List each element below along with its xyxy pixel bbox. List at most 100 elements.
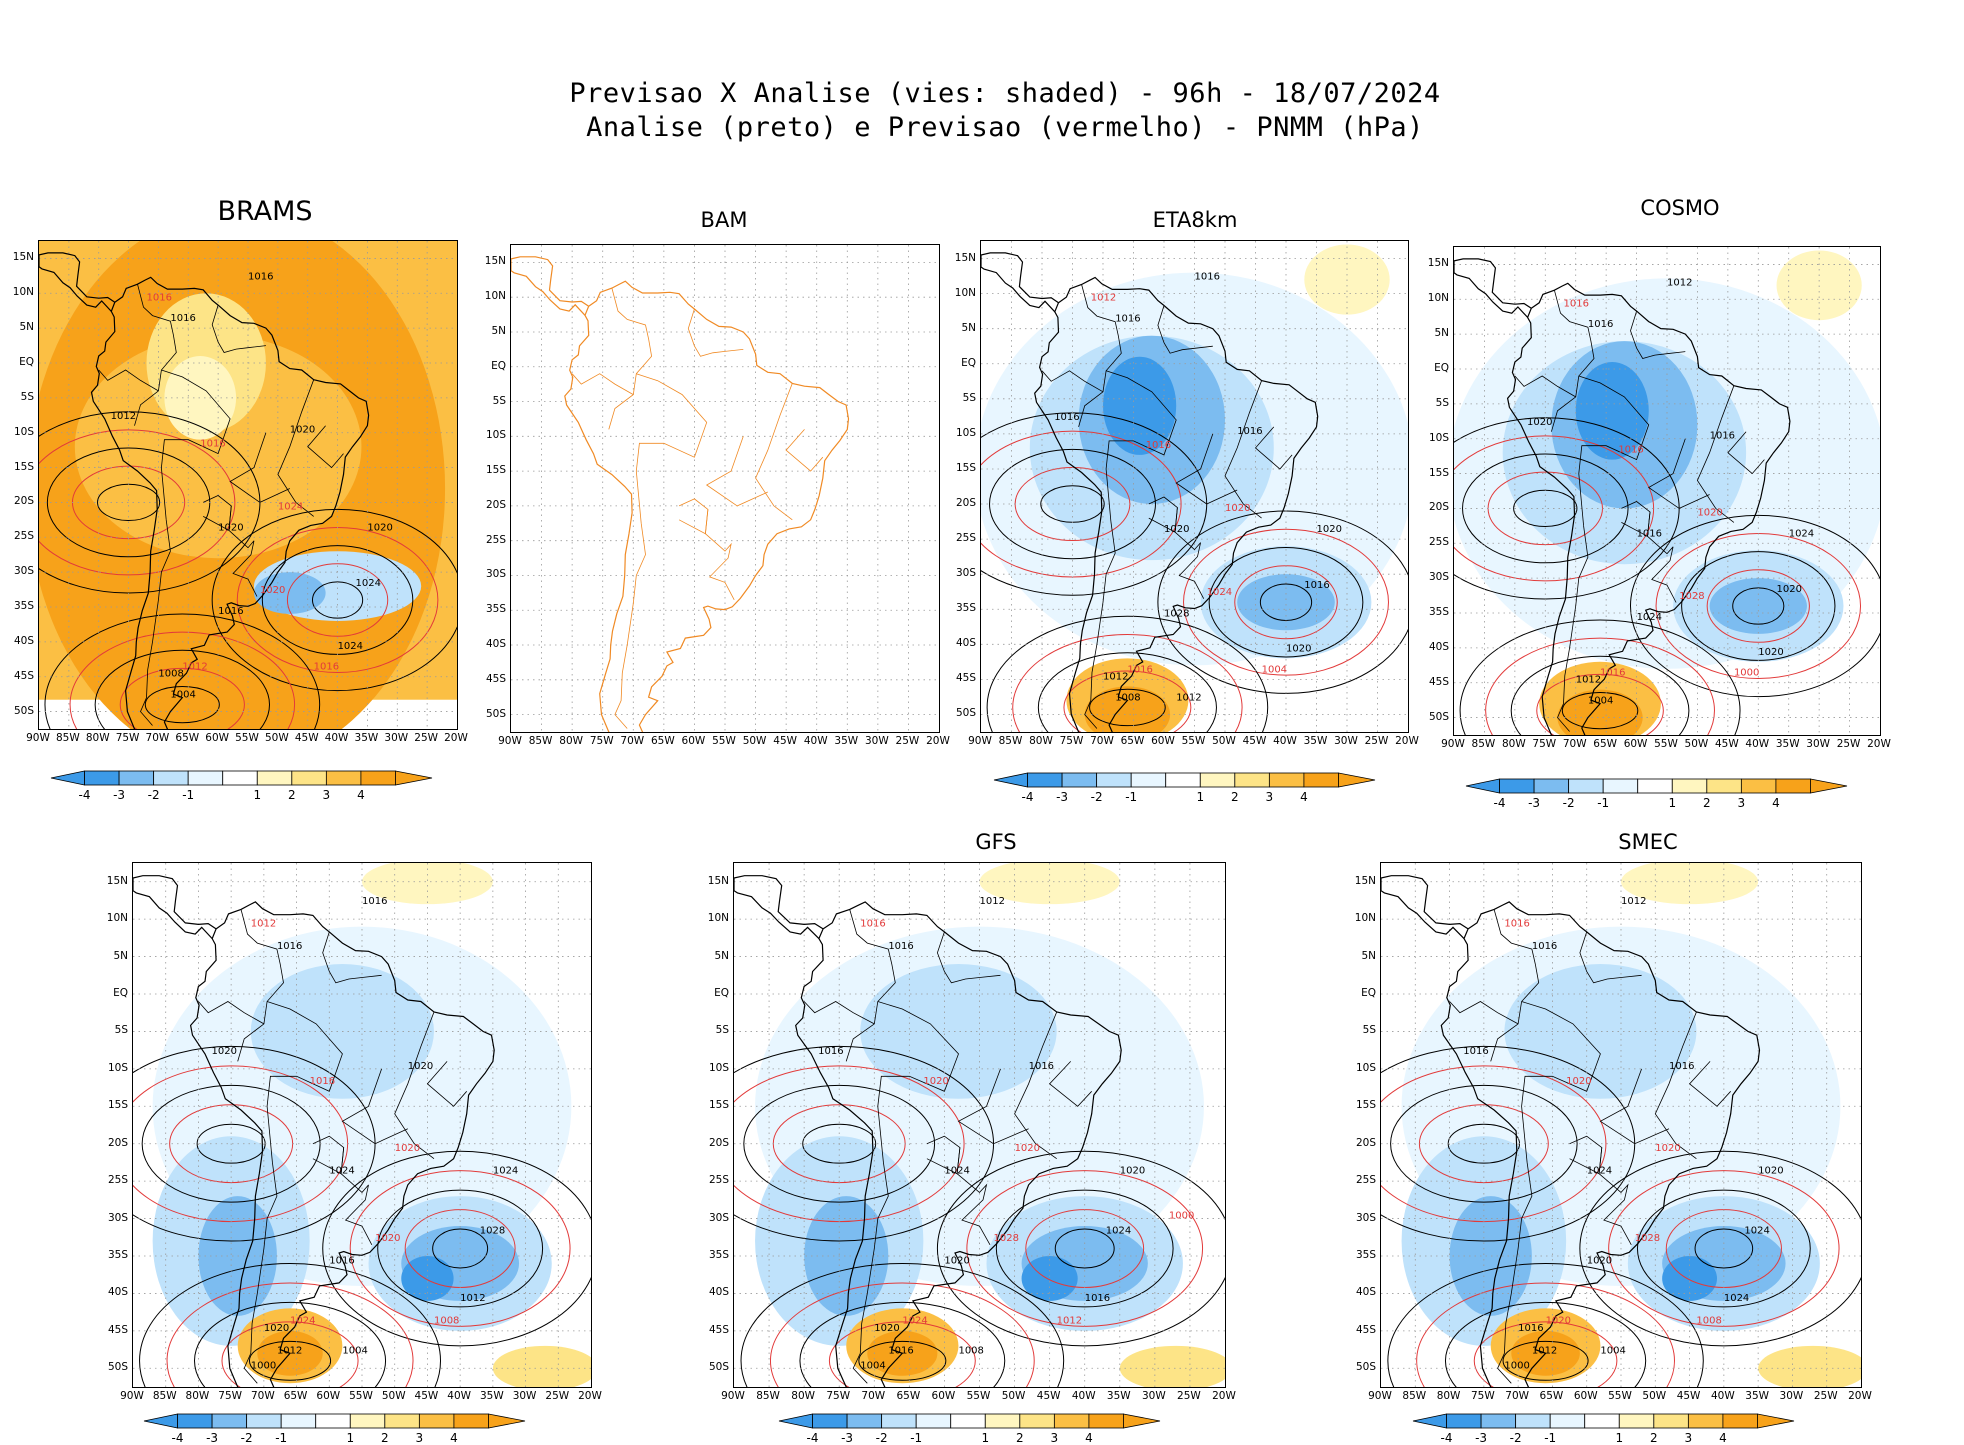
- forecast-isobar: [1473, 1321, 1618, 1387]
- colorbar-swatch: [1722, 1413, 1758, 1429]
- lat-tick-label: 15S: [955, 461, 976, 474]
- country-border: [926, 1135, 961, 1175]
- smec-title: SMEC: [1618, 830, 1678, 854]
- lat-tick-label: 15N: [12, 251, 34, 264]
- colorbar-swatch: [256, 770, 293, 786]
- lon-tick-label: 45W: [414, 1390, 439, 1402]
- analysis-isobar: [1579, 1150, 1861, 1347]
- lon-tick-label: 60W: [1151, 735, 1175, 747]
- lat-tick-label: EQ: [113, 987, 128, 999]
- colorbar-label: -3: [1475, 1431, 1488, 1445]
- lat-tick-label: 5S: [715, 1024, 729, 1037]
- country-border: [635, 373, 708, 524]
- colorbar-label: -1: [910, 1431, 923, 1445]
- isobar-label: 1008: [1696, 1315, 1721, 1326]
- colorbar-label: -2: [240, 1431, 253, 1445]
- isobar-label: 1012: [980, 896, 1005, 907]
- isobar-label: 1012: [182, 662, 207, 673]
- country-border: [852, 1162, 889, 1384]
- country-border: [571, 373, 634, 395]
- country-border: [203, 495, 232, 531]
- lon-tick-label: 30W: [1779, 1390, 1804, 1402]
- lat-tick-label: 5N: [113, 949, 128, 962]
- analysis-isobar: [1444, 1301, 1647, 1387]
- colorbar-label: 2: [1649, 1431, 1658, 1445]
- colorbar-swatch: [1165, 772, 1201, 788]
- colorbar-swatch: [153, 770, 189, 786]
- lat-tick-label: EQ: [961, 356, 976, 369]
- colorbar-label: -3: [1056, 790, 1069, 804]
- lat-tick-label: 10S: [955, 426, 976, 439]
- lat-tick-label: 15N: [1354, 874, 1376, 887]
- lat-tick-label: 10N: [954, 286, 976, 299]
- isobar-label: 1016: [1637, 528, 1662, 539]
- forecast-isobar: [221, 1321, 359, 1387]
- isobar-label: 1024: [355, 578, 380, 589]
- isobar-label: 1016: [888, 941, 913, 952]
- country-border: [1175, 433, 1238, 505]
- forecast-isobar: [1416, 1282, 1675, 1387]
- colorbar-swatch: [1637, 778, 1673, 794]
- analysis-isobar: [1732, 587, 1785, 625]
- isobar-label: 1004: [1600, 1345, 1625, 1356]
- colorbar-label: -3: [113, 788, 126, 802]
- colorbar-swatch: [812, 1413, 848, 1429]
- colorbar-swatch: [1499, 778, 1535, 794]
- country-border: [936, 931, 1001, 984]
- lat-tick-label: 15N: [106, 874, 128, 887]
- analysis-isobar: [1462, 453, 1629, 564]
- isobar-label: 1028: [994, 1233, 1019, 1244]
- isobar-label: 1020: [264, 1323, 289, 1334]
- bias-shading: [1119, 1345, 1225, 1387]
- analysis-isobar: [1630, 514, 1880, 698]
- country-border: [1014, 1011, 1058, 1160]
- isobar-label: 1024: [902, 1315, 927, 1326]
- smec-map-canvas: 1012101610161016102010161024102010201024…: [1381, 863, 1861, 1387]
- colorbar-label: 1: [253, 788, 262, 802]
- forecast-isobar: [1454, 435, 1655, 582]
- lon-tick-label: 70W: [861, 1390, 886, 1402]
- country-border: [228, 505, 258, 597]
- bam-map-canvas: [511, 245, 939, 732]
- forecast-isobar: [1536, 673, 1664, 735]
- colorbar-swatch: [1568, 778, 1604, 794]
- cosmo-map-canvas: 1012101610161020101610161016102010241020…: [1454, 247, 1880, 735]
- colorbar-swatch: [1096, 772, 1132, 788]
- lat-tick-label: 5S: [492, 394, 506, 407]
- isobar-label: 1016: [818, 1046, 843, 1057]
- central-america-coastline: [1381, 875, 1469, 940]
- isobar-label: 1020: [212, 1046, 237, 1057]
- colorbar-swatch: [1480, 1413, 1517, 1429]
- eta8km-map-canvas: 1016101210161016101610161020102010201016…: [981, 241, 1408, 732]
- isobar-label: 1024: [1106, 1226, 1131, 1237]
- isobar-label: 1024: [290, 1315, 315, 1326]
- lat-tick-label: 5S: [1362, 1024, 1376, 1037]
- colorbar-swatch: [881, 1413, 917, 1429]
- colorbar-label: 4: [357, 788, 365, 802]
- colorbar-swatch: [1687, 1413, 1724, 1429]
- lat-tick-label: 5S: [20, 390, 34, 403]
- analysis-isobar: [740, 1263, 1065, 1387]
- colorbar-label: -1: [182, 788, 195, 802]
- lat-tick-label: 35S: [955, 602, 976, 615]
- colorbar-label: 3: [1684, 1431, 1693, 1445]
- cosmo-map: 1012 1016 1016 1020 1016 1016 1016 1020 1024 1020…: [1453, 246, 1881, 736]
- colorbar-label: -1: [1125, 790, 1138, 804]
- bias-shading: [1557, 689, 1643, 735]
- colorbar-swatch: [291, 770, 327, 786]
- forecast-isobar: [119, 667, 245, 729]
- country-border: [755, 383, 793, 521]
- lon-tick-label: 75W: [1470, 1390, 1495, 1402]
- colorbar-label: -1: [275, 1431, 288, 1445]
- lon-tick-label: 55W: [1654, 738, 1678, 750]
- lat-tick-label: 35S: [13, 600, 34, 612]
- lat-tick-label: 35S: [1428, 606, 1449, 618]
- lon-tick-label: 35W: [1303, 735, 1328, 747]
- isobar-label: 1024: [1587, 1166, 1612, 1177]
- lat-tick-label: 20S: [13, 495, 34, 508]
- isobar-label: 1024: [1744, 1226, 1769, 1237]
- isobar-label: 1020: [1015, 1143, 1040, 1154]
- lat-tick-label: 25S: [708, 1174, 729, 1187]
- isobar-label: 1004: [342, 1345, 367, 1356]
- colorbar-label: -3: [841, 1431, 854, 1445]
